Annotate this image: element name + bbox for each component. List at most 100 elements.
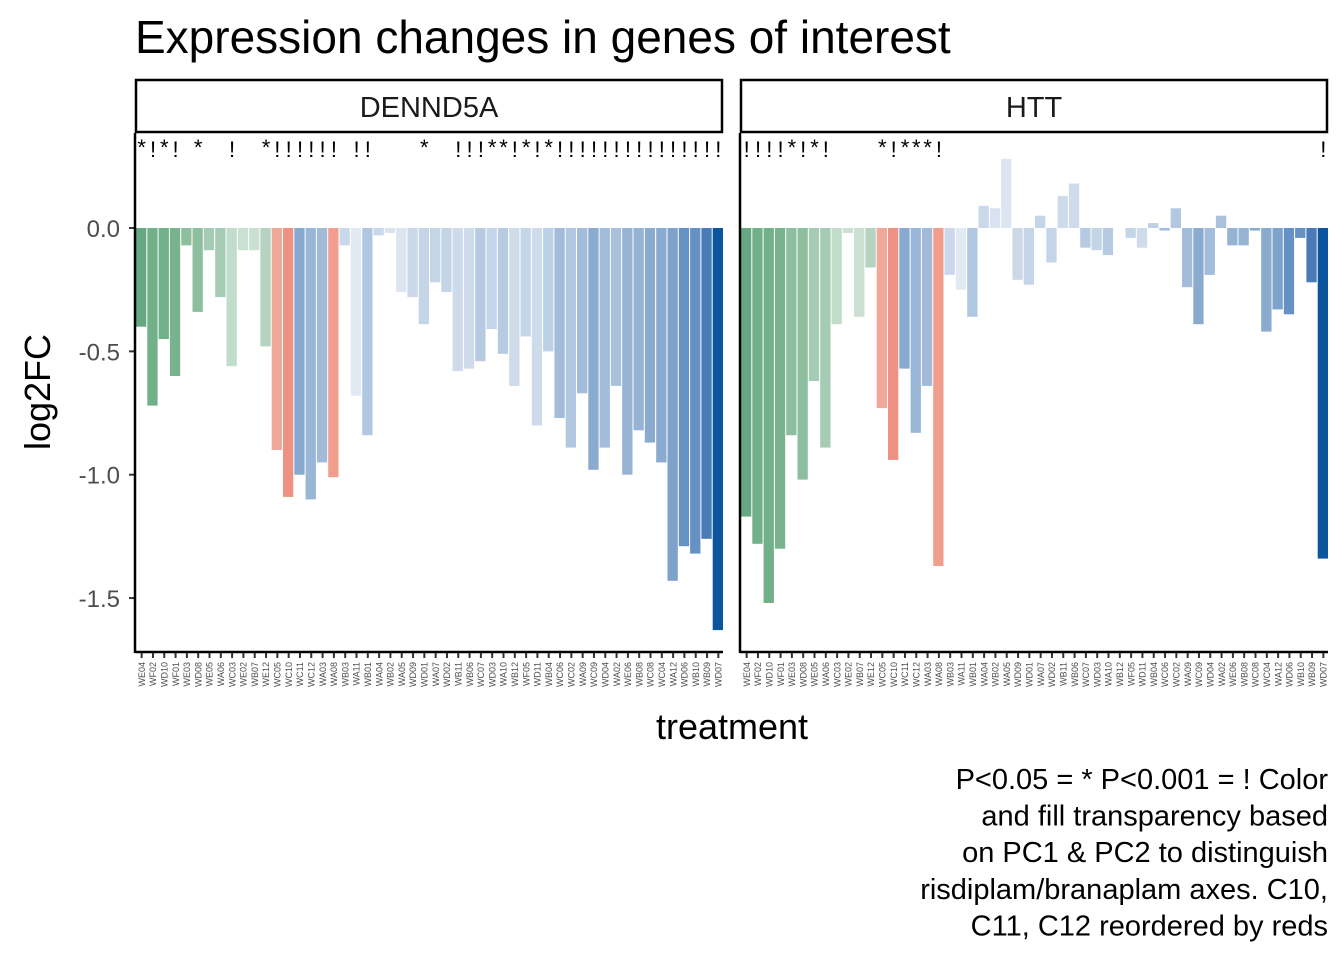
bar <box>944 228 955 275</box>
bar <box>610 228 622 386</box>
bar <box>1283 228 1295 315</box>
x-tick-label: WB01 <box>968 662 978 687</box>
x-tick-label: WD01 <box>1025 662 1035 687</box>
x-tick-label: WA07 <box>1036 662 1046 686</box>
bar <box>854 228 865 317</box>
bar <box>147 228 158 406</box>
bar <box>865 228 876 268</box>
x-tick-label: WB06 <box>465 662 475 687</box>
x-tick-label: WC02 <box>567 662 577 687</box>
x-tick-label: WC04 <box>1262 662 1272 687</box>
significance-marker: ! <box>1320 137 1326 162</box>
panel-htt: HTT! WE04! WF02! WD10! WF01 * WE03! WD08 * WE05! W… <box>738 78 1329 687</box>
x-tick-label: WB06 <box>1070 662 1080 687</box>
bar <box>1102 228 1114 256</box>
x-tick-label: WA09 <box>578 662 588 686</box>
significance-marker: * <box>788 135 797 160</box>
x-tick-label: WC10 <box>284 662 294 687</box>
x-tick-label: WA10 <box>1104 662 1114 686</box>
bar <box>509 228 520 386</box>
bar <box>486 228 497 330</box>
chart-title: Expression changes in genes of interest <box>135 11 951 63</box>
x-tick-label: WC11 <box>900 662 910 686</box>
bar <box>1193 228 1204 325</box>
bar <box>294 228 305 475</box>
x-tick-label: WB09 <box>1307 662 1317 687</box>
x-tick-label: WA06 <box>216 662 226 686</box>
bar <box>910 228 921 433</box>
x-tick-label: WA03 <box>923 662 933 686</box>
y-tick-label: 0.0 <box>87 216 120 243</box>
x-tick-label: WB03 <box>340 662 350 687</box>
facet-strip <box>739 78 1329 134</box>
bar <box>876 228 887 409</box>
x-tick-label: WE03 <box>787 662 797 687</box>
bar <box>933 228 944 566</box>
significance-marker: * <box>878 135 887 160</box>
x-tick-label: WB08 <box>1239 662 1249 687</box>
bar <box>418 228 429 325</box>
x-tick-label: WB04 <box>544 662 554 687</box>
significance-marker: ! <box>320 137 326 162</box>
x-tick-label: WD09 <box>408 662 418 687</box>
x-tick-label: WD03 <box>1092 662 1102 687</box>
bar <box>588 228 599 470</box>
significance-marker: * <box>522 135 531 160</box>
bar <box>644 228 656 443</box>
caption-line: and fill transparency based <box>981 801 1328 833</box>
significance-marker: ! <box>467 137 473 162</box>
significance-marker: * <box>901 135 910 160</box>
significance-marker: ! <box>308 137 314 162</box>
x-tick-label: WD06 <box>680 662 690 687</box>
bar <box>774 228 786 549</box>
x-tick-label: WA02 <box>1217 662 1227 686</box>
x-tick-label: WA05 <box>1002 662 1012 686</box>
bar <box>316 228 328 463</box>
x-tick-label: WC07 <box>1081 662 1091 687</box>
x-tick-label: WC06 <box>555 662 565 687</box>
bar <box>531 228 543 426</box>
x-tick-label: WF01 <box>171 662 181 686</box>
x-tick-label: WF05 <box>1126 662 1136 686</box>
significance-marker: ! <box>614 137 620 162</box>
x-tick-label: WC12 <box>307 662 317 687</box>
significance-marker: ! <box>636 137 642 162</box>
facet-label: HTT <box>1006 92 1063 124</box>
bar <box>712 228 723 631</box>
x-tick-label: WA08 <box>934 662 944 686</box>
significance-marker: * <box>810 135 819 160</box>
significance-marker: ! <box>455 137 461 162</box>
significance-marker: ! <box>173 137 179 162</box>
bar <box>1136 228 1148 248</box>
significance-marker: ! <box>659 137 665 162</box>
x-tick-label: WF02 <box>148 662 158 686</box>
x-tick-label: WB04 <box>1149 662 1159 687</box>
x-tick-label: WD07 <box>1319 662 1329 687</box>
significance-marker: * <box>262 135 271 160</box>
x-tick-label: WC04 <box>657 662 667 687</box>
significance-marker: ! <box>353 137 359 162</box>
x-tick-label: WC10 <box>889 662 899 687</box>
bar <box>1215 215 1227 228</box>
x-tick-label: WD02 <box>1047 662 1057 687</box>
x-tick-label: WE05 <box>810 662 820 687</box>
bar <box>786 228 797 436</box>
bar <box>599 228 610 448</box>
caption-line: risdiplam/branaplam axes. C10, <box>920 874 1328 906</box>
x-tick-label: WC05 <box>273 662 283 687</box>
bar <box>1261 228 1272 332</box>
bar <box>430 228 441 283</box>
significance-marker: ! <box>891 137 897 162</box>
bar <box>1170 208 1181 228</box>
significance-marker: ! <box>229 137 235 162</box>
bar <box>1012 228 1023 280</box>
x-tick-label: WA04 <box>374 662 384 686</box>
bar <box>763 228 774 603</box>
bar <box>1023 228 1034 285</box>
bar <box>1227 228 1238 246</box>
bar <box>520 228 531 337</box>
x-tick-label: WB08 <box>634 662 644 687</box>
x-axis-label: treatment <box>656 706 808 747</box>
x-tick-label: WC11 <box>295 662 305 686</box>
